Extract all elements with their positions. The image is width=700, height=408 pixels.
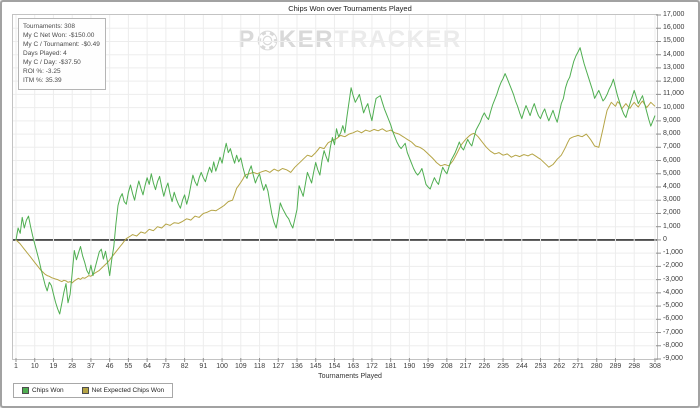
stats-box: Tournaments: 308 My C Net Won: -$150.00 … <box>18 18 106 90</box>
x-tick-label: 10 <box>30 363 39 370</box>
plot-area <box>12 14 661 362</box>
x-tick-label: 226 <box>478 363 491 370</box>
stat-per-tournament: My C / Tournament: -$0.49 <box>23 41 100 48</box>
y-tick-label: 4,000 <box>663 183 681 190</box>
y-tick-label: 12,000 <box>663 77 685 85</box>
x-tick-label: 28 <box>68 363 77 370</box>
x-axis-title: Tournaments Played <box>318 373 382 380</box>
x-tick-label: 145 <box>309 363 322 370</box>
x-tick-label: 217 <box>459 363 472 370</box>
stat-net-won: My C Net Won: -$150.00 <box>23 32 95 39</box>
y-tick-label: -8,000 <box>663 341 683 349</box>
x-tick-label: 235 <box>497 363 509 370</box>
x-tick-label: 136 <box>291 363 303 370</box>
x-tick-label: 82 <box>180 363 189 370</box>
x-tick-label: 55 <box>124 363 133 370</box>
y-tick-label: -7,000 <box>663 328 683 336</box>
y-tick-label: 1,000 <box>663 222 681 230</box>
x-tick-label: 308 <box>649 363 661 370</box>
x-tick-label: 190 <box>403 363 416 370</box>
stat-per-day: My C / Day: -$37.50 <box>23 59 81 66</box>
stat-days-played: Days Played: 4 <box>23 50 67 57</box>
x-tick-label: 289 <box>609 363 622 370</box>
y-tick-label: 15,000 <box>663 37 685 45</box>
legend-swatch-chips-won <box>22 387 29 394</box>
series-line-chips-won <box>15 47 656 315</box>
y-tick-label: -6,000 <box>663 315 683 323</box>
y-tick-label: -1,000 <box>663 249 683 257</box>
x-tick-label: 127 <box>272 363 285 370</box>
stat-roi: ROI %: -3.25 <box>23 68 61 75</box>
y-tick-label: 7,000 <box>663 143 681 151</box>
legend-item-net-expected: Net Expected Chips Won <box>81 387 165 394</box>
y-tick-label: 5,000 <box>663 169 681 177</box>
x-tick-label: 118 <box>253 363 266 370</box>
stat-itm: ITM %: 35.39 <box>23 77 62 84</box>
stat-tournaments: Tournaments: 308 <box>23 23 76 30</box>
x-tick-label: 253 <box>534 363 547 370</box>
x-tick-label: 64 <box>143 363 152 370</box>
y-tick-label: 3,000 <box>663 196 681 204</box>
y-tick-label: -4,000 <box>663 288 683 296</box>
legend-label-net-expected: Net Expected Chips Won <box>91 387 165 394</box>
x-tick-label: 1 <box>14 363 18 370</box>
x-tick-label: 199 <box>422 363 434 370</box>
legend-label-chips-won: Chips Won <box>32 387 64 394</box>
y-tick-label: -9,000 <box>663 355 683 362</box>
x-tick-label: 91 <box>199 363 208 370</box>
x-tick-label: 37 <box>87 363 95 370</box>
legend-swatch-net-expected <box>81 387 89 394</box>
x-tick-label: 100 <box>216 363 228 370</box>
x-tick-label: 19 <box>49 363 58 370</box>
x-tick-label: 262 <box>553 363 566 370</box>
x-tick-label: 73 <box>161 363 170 370</box>
y-tick-label: 16,000 <box>663 24 685 32</box>
y-tick-label: 6,000 <box>663 156 681 164</box>
y-tick-label: 8,000 <box>663 130 681 138</box>
x-tick-label: 46 <box>105 363 114 370</box>
x-tick-label: 181 <box>384 363 397 370</box>
y-tick-label: -5,000 <box>663 302 683 310</box>
x-tick-label: 298 <box>628 363 641 370</box>
legend-item-chips-won: Chips Won <box>22 387 64 394</box>
y-tick-label: 2,000 <box>663 209 681 217</box>
y-tick-label: 9,000 <box>663 116 681 124</box>
y-tick-label: 0 <box>663 235 667 243</box>
y-tick-label: 11,000 <box>663 90 684 98</box>
y-tick-label: -2,000 <box>663 262 683 270</box>
x-tick-label: 172 <box>366 363 378 370</box>
x-tick-label: 154 <box>328 363 341 370</box>
x-tick-label: 280 <box>590 363 603 370</box>
y-tick-label: -3,000 <box>663 275 683 283</box>
x-tick-label: 163 <box>347 363 360 370</box>
y-tick-label: 14,000 <box>663 50 685 58</box>
legend: Chips Won Net Expected Chips Won <box>13 383 174 398</box>
x-tick-label: 208 <box>441 363 453 370</box>
chart-canvas <box>13 14 661 362</box>
x-tick-label: 244 <box>515 363 528 370</box>
y-tick-label: 10,000 <box>663 103 685 111</box>
y-tick-label: 17,000 <box>663 11 685 18</box>
x-tick-label: 271 <box>572 363 584 370</box>
y-tick-label: 13,000 <box>663 63 685 71</box>
x-tick-label: 109 <box>234 363 247 370</box>
chart-title: Chips Won over Tournaments Played <box>288 4 412 13</box>
